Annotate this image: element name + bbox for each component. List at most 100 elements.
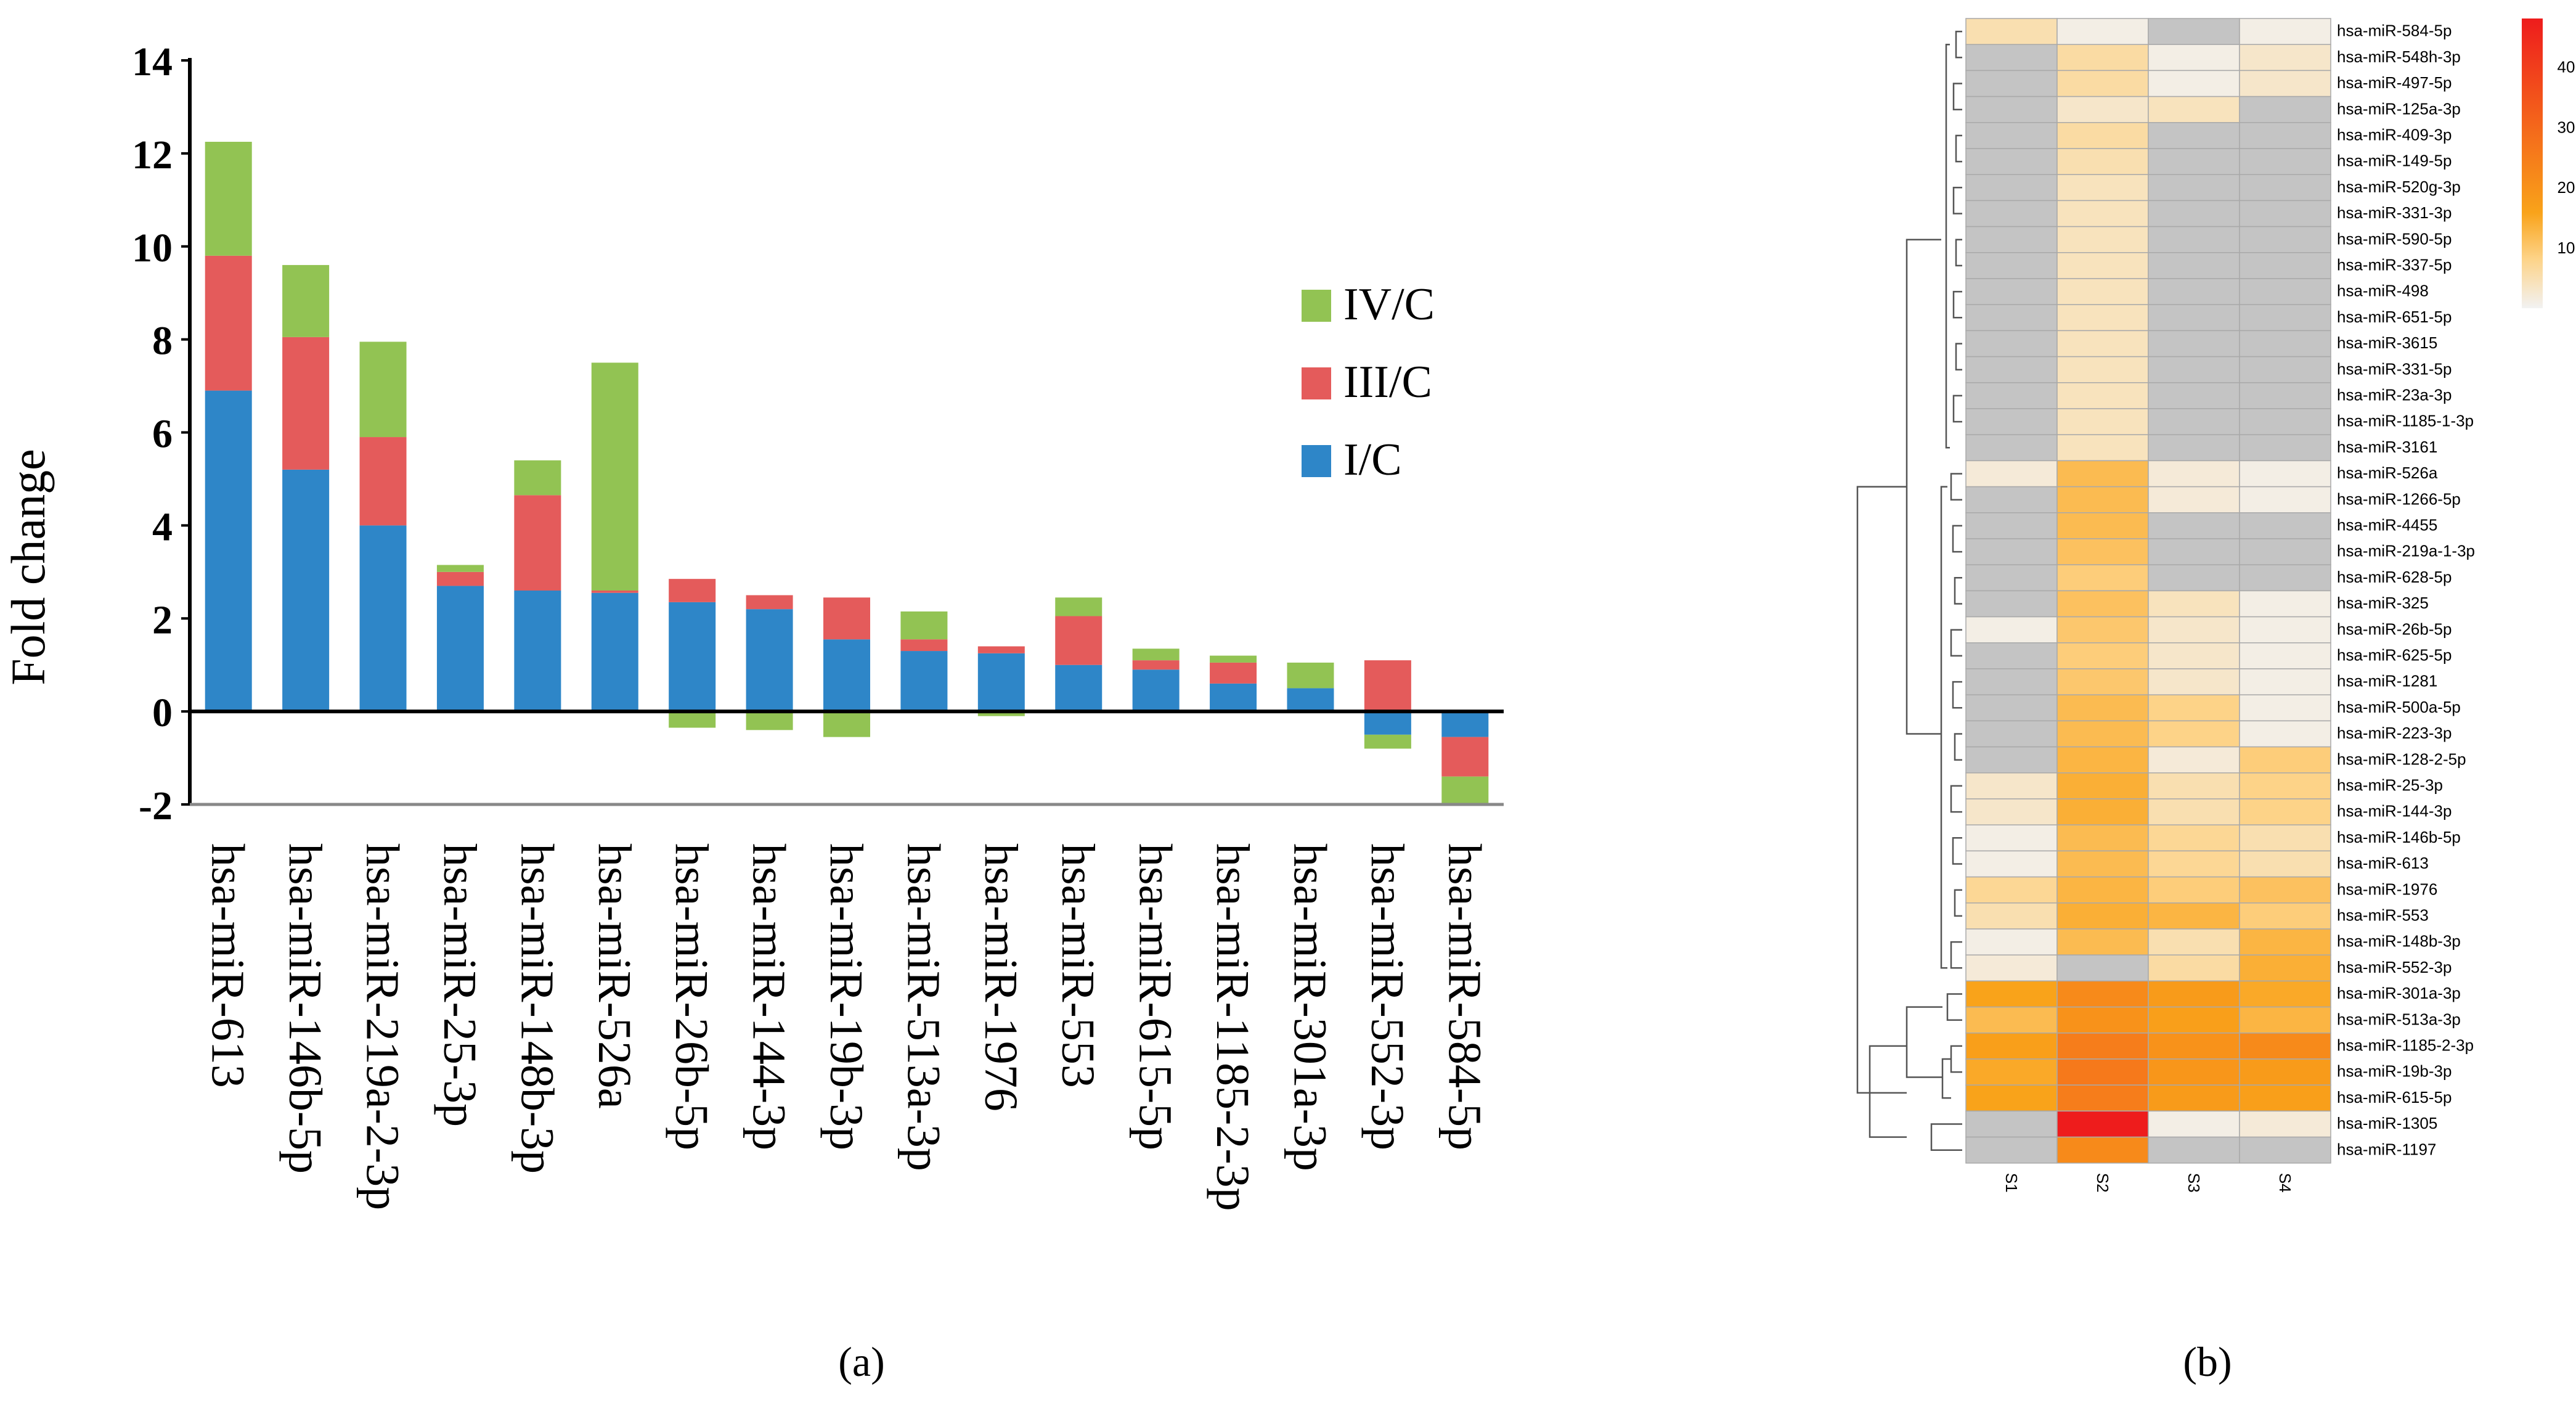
heatmap-cell <box>1965 642 2058 669</box>
bar-segment-i-c <box>1441 711 1489 737</box>
bar-segment-iv-c <box>977 711 1025 716</box>
y-tick-label: 6 <box>152 412 173 457</box>
heatmap-cell <box>2239 382 2331 409</box>
legend-label: I/C <box>1343 435 1402 485</box>
heatmap-cell <box>2148 772 2240 800</box>
heatmap-cell <box>2056 174 2149 202</box>
bar-segment-iii-c <box>669 579 716 602</box>
heatmap-cell <box>2148 252 2240 279</box>
color-scale: 10 20 30 40 <box>2522 18 2575 308</box>
bar-segment-iv-c <box>746 711 793 730</box>
heatmap-cell <box>2056 824 2149 852</box>
row-label: hsa-miR-1976 <box>2337 880 2437 898</box>
bar-segment-iv-c <box>514 460 561 496</box>
row-label: hsa-miR-149-5p <box>2337 152 2452 170</box>
dendrogram-branch <box>1954 577 1962 605</box>
row-label: hsa-miR-553 <box>2337 906 2429 924</box>
row-label: hsa-miR-1197 <box>2337 1140 2436 1158</box>
x-tick-label: hsa-miR-1976 <box>975 843 1027 1111</box>
heatmap-cell <box>2056 720 2149 748</box>
heatmap-cell <box>2148 564 2240 592</box>
bar-segment-i-c <box>1210 683 1257 712</box>
bar-segment-iv-c <box>1441 776 1489 804</box>
row-dendrogram <box>1856 30 1962 1151</box>
heatmap-cell <box>1965 408 2058 435</box>
heatmap-cell <box>2056 772 2149 800</box>
heatmap-cell <box>1965 616 2058 644</box>
column-label: S4 <box>2276 1173 2294 1193</box>
x-tick-labels: hsa-miR-613 hsa-miR-146b-5p hsa-miR-219a-2… <box>202 843 1491 1211</box>
heatmap-cell <box>2148 174 2240 202</box>
heatmap-cell <box>2148 122 2240 149</box>
x-tick-label: hsa-miR-513a-3p <box>897 843 949 1171</box>
heatmap-cell <box>1965 200 2058 227</box>
row-label: hsa-miR-144-3p <box>2337 802 2452 820</box>
dendrogram-branch <box>1954 733 1962 761</box>
color-bar <box>2522 18 2543 308</box>
heatmap-cell <box>2239 902 2331 930</box>
x-tick-label: hsa-miR-584-5p <box>1438 843 1490 1150</box>
bar-segment-iv-c <box>1055 597 1103 616</box>
heatmap-cell <box>2239 200 2331 227</box>
heatmap-cell <box>1965 174 2058 202</box>
heatmap-cell <box>2239 824 2331 852</box>
heatmap-cell <box>1965 304 2058 332</box>
row-labels: hsa-miR-584-5p hsa-miR-548h-3p hsa-miR-497… <box>2337 22 2475 1159</box>
x-tick-label: hsa-miR-615-5p <box>1130 843 1181 1150</box>
heatmap-cell <box>2239 850 2331 878</box>
dendrogram-branch <box>1941 1058 1951 1099</box>
bar-segment-iii-c <box>436 571 484 586</box>
heatmap-cell <box>2056 980 2149 1008</box>
heatmap-cell <box>1965 850 2058 878</box>
bar-segment-iii-c <box>1210 662 1257 684</box>
heatmap-cell <box>2239 954 2331 982</box>
heatmap-cell <box>2148 642 2240 669</box>
dendrogram-branch <box>1952 681 1962 709</box>
heatmap-cell <box>2239 590 2331 618</box>
heatmap-cell <box>2239 564 2331 592</box>
y-tick-labels: 14 12 10 8 6 4 2 0 -2 <box>132 39 173 828</box>
row-label: hsa-miR-125a-3p <box>2337 99 2461 118</box>
heatmap-cell <box>2239 616 2331 644</box>
row-label: hsa-miR-500a-5p <box>2337 698 2461 716</box>
x-tick-label: hsa-miR-553 <box>1052 843 1104 1088</box>
row-label: hsa-miR-590-5p <box>2337 229 2452 248</box>
heatmap-cell <box>2148 980 2240 1008</box>
x-tick-label: hsa-miR-148b-3p <box>511 843 563 1174</box>
row-label: hsa-miR-219a-1-3p <box>2337 542 2475 560</box>
heatmap-cell <box>2056 668 2149 695</box>
heatmap-cell <box>2056 460 2149 488</box>
heatmap-cell <box>1965 96 2058 123</box>
bar-segment-iii-c <box>205 255 252 391</box>
row-label: hsa-miR-526a <box>2337 464 2438 482</box>
bar-segment-iv-c <box>669 711 716 728</box>
dendrogram-branch <box>1954 889 1962 917</box>
column-label: S1 <box>2002 1173 2021 1193</box>
heatmap-cell <box>2148 824 2240 852</box>
x-tick-label: hsa-miR-301a-3p <box>1284 843 1335 1171</box>
heatmap-cell <box>2239 278 2331 305</box>
heatmap-cell <box>1965 1058 2058 1086</box>
row-label: hsa-miR-1281 <box>2337 672 2437 690</box>
bar-segment-iii-c <box>1441 737 1489 777</box>
heatmap-cell <box>2148 1136 2240 1164</box>
heatmap-cell <box>2148 226 2240 253</box>
heatmap-cell <box>1965 486 2058 513</box>
heatmap-cell <box>2148 538 2240 565</box>
heatmap-cell <box>2148 200 2240 227</box>
row-label: hsa-miR-3615 <box>2337 333 2437 352</box>
bar-segment-iii-c <box>359 437 407 526</box>
heatmap-cell <box>2239 720 2331 748</box>
heatmap-cell <box>2239 330 2331 358</box>
heatmap-cell <box>1965 512 2058 539</box>
y-tick-label: 2 <box>152 597 173 642</box>
heatmap-cell <box>2239 434 2331 462</box>
heatmap-cell <box>2056 616 2149 644</box>
heatmap-cell <box>1965 824 2058 852</box>
row-label: hsa-miR-498 <box>2337 282 2429 300</box>
heatmap-panel: hsa-miR-584-5p hsa-miR-548h-3p hsa-miR-497… <box>1856 18 2575 1385</box>
bar-segment-i-c <box>591 592 638 712</box>
row-label: hsa-miR-584-5p <box>2337 22 2452 40</box>
heatmap-cell <box>2148 720 2240 748</box>
bar-segment-i-c <box>282 469 330 712</box>
